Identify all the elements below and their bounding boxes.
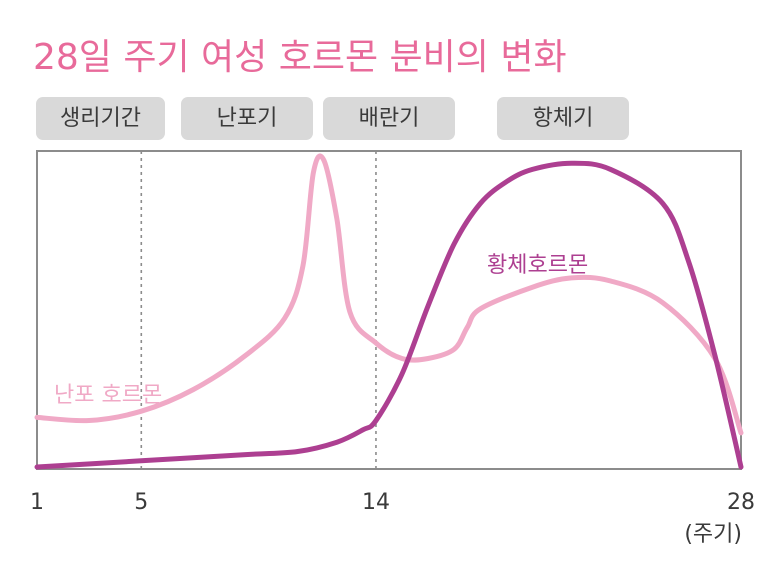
series-label-follicle-hormone: 난포 호르몬 [54, 383, 162, 408]
x-tick-label: 14 [362, 490, 390, 515]
series-label-luteal-hormone: 황체호르몬 [487, 253, 588, 278]
phase-label-menstruation: 생리기간 [36, 97, 165, 140]
x-tick-label: 1 [30, 490, 44, 515]
phase-label-ovulation: 배란기 [323, 97, 455, 140]
phase-label-follicular: 난포기 [181, 97, 313, 140]
plot-frame [36, 150, 742, 470]
x-tick-label: 5 [134, 490, 148, 515]
x-tick-label: 28 [727, 490, 755, 515]
phase-label-luteal: 항체기 [497, 97, 629, 140]
chart-title: 28일 주기 여성 호르몬 분비의 변화 [33, 37, 567, 78]
series-line-luteal-hormone [34, 160, 744, 470]
x-axis-label: (주기) [684, 522, 742, 547]
series-line-follicle-hormone [34, 153, 744, 436]
